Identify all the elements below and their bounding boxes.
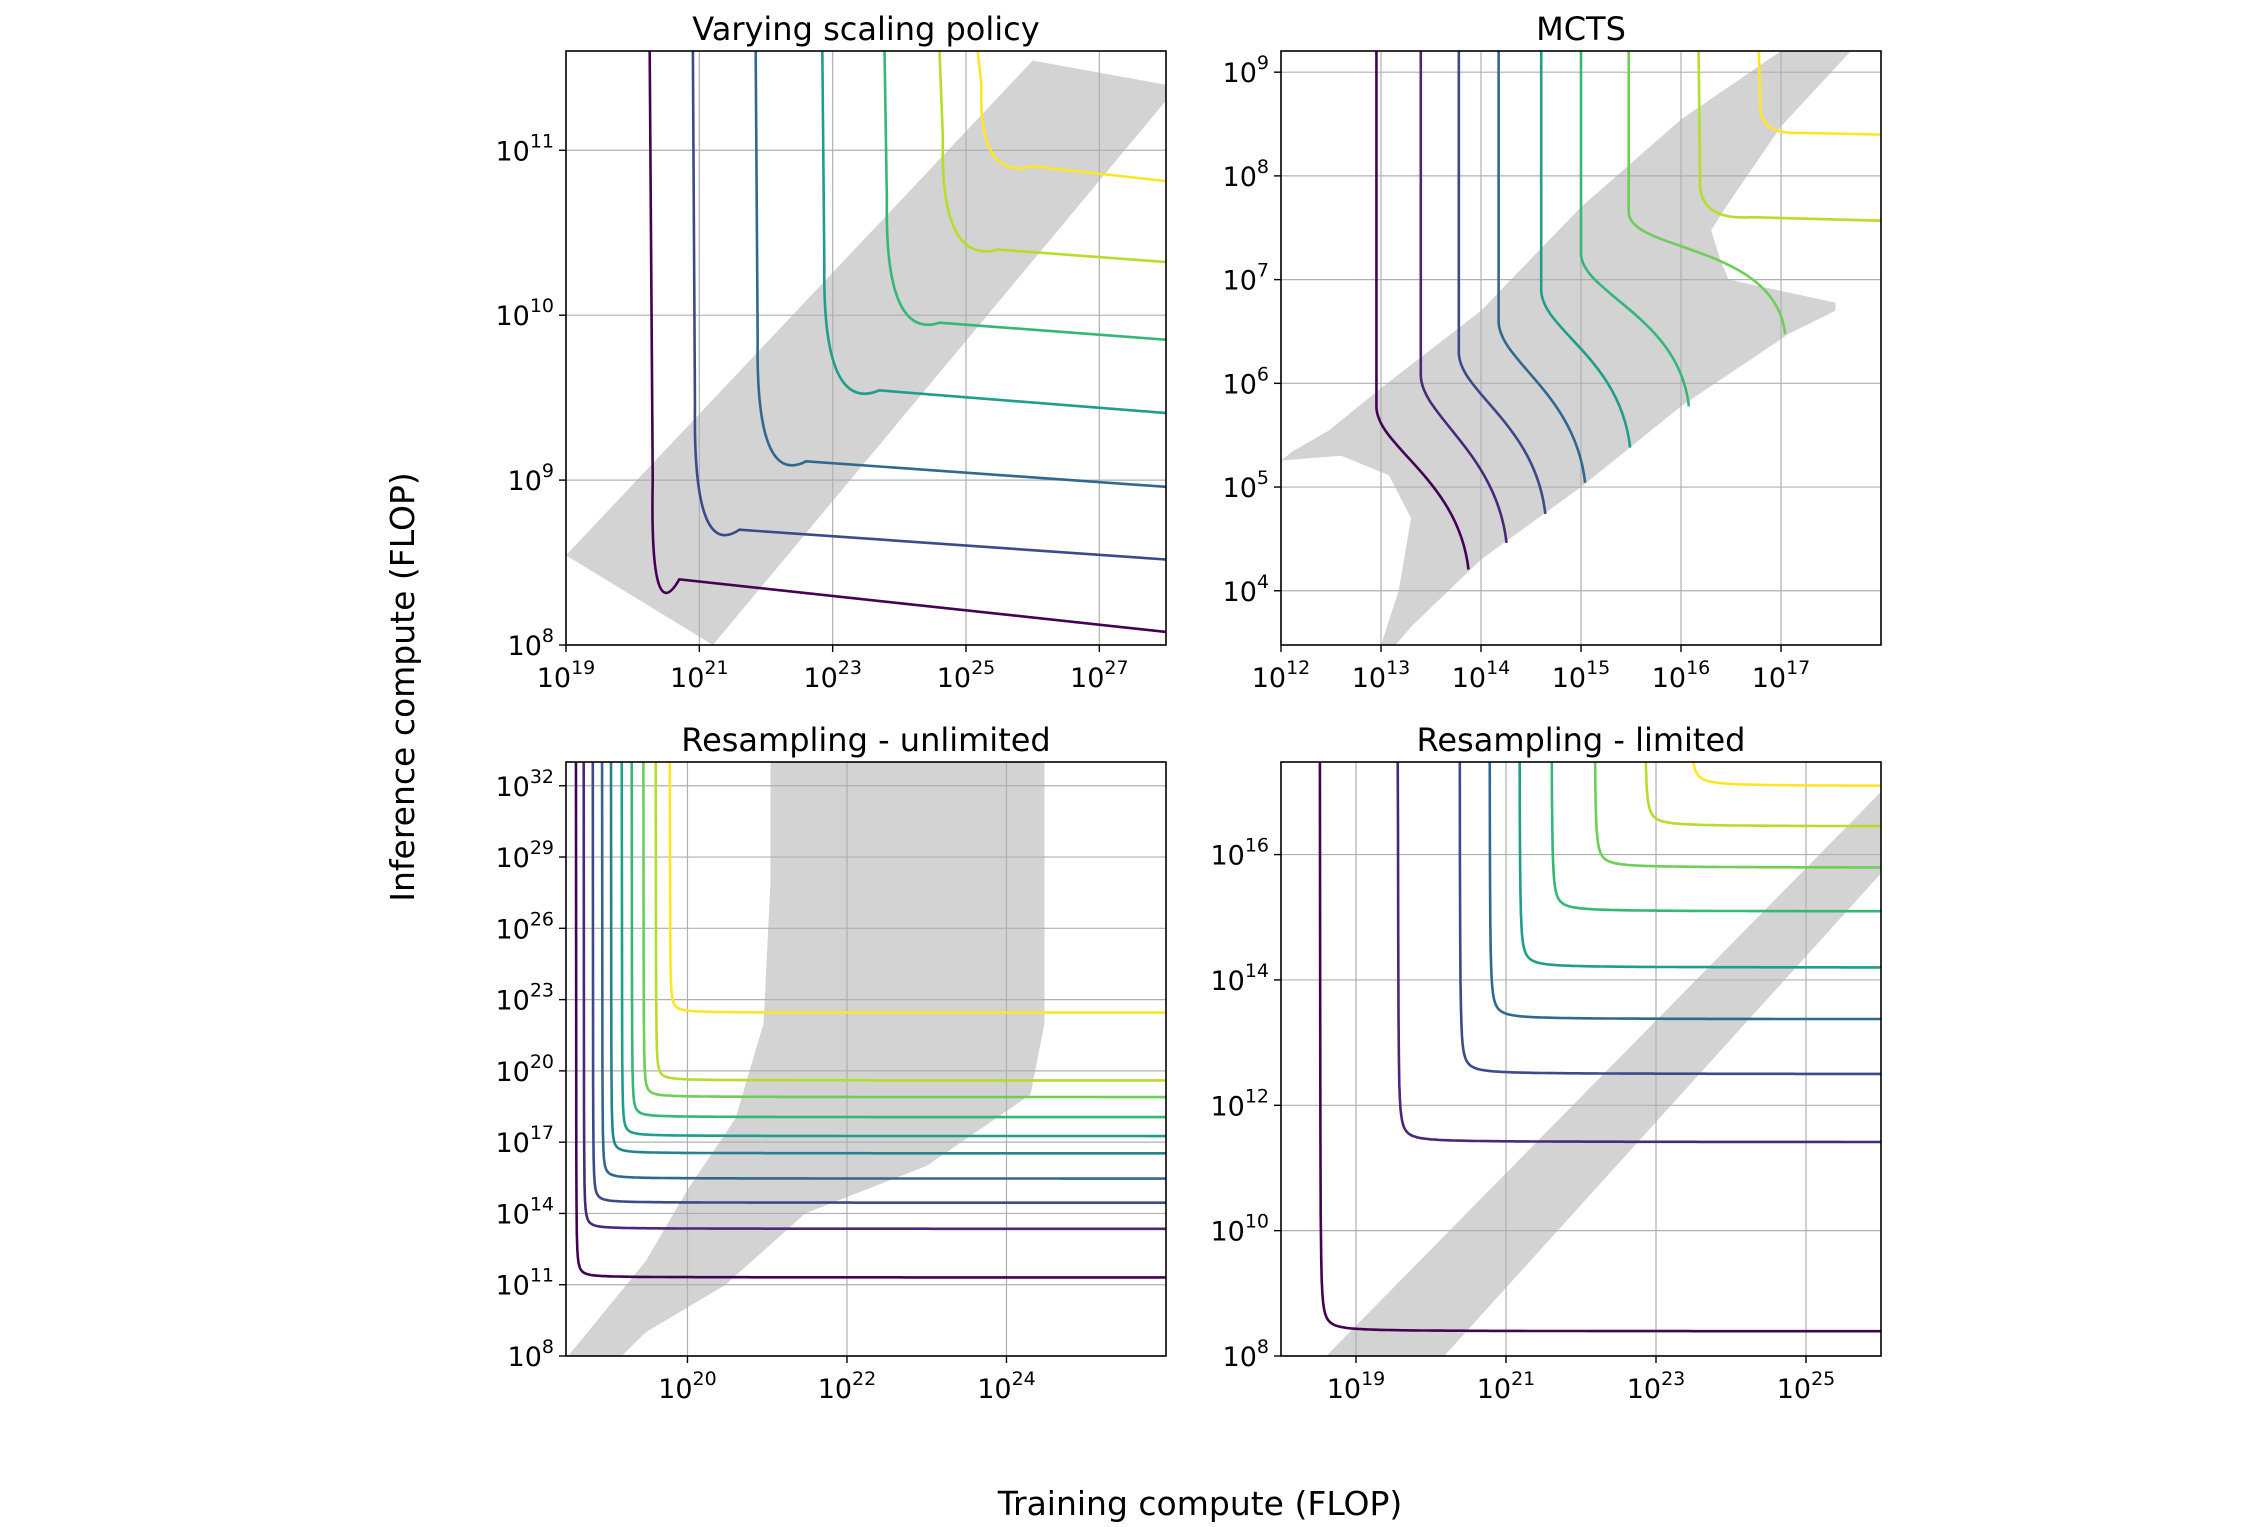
x-tick-label: 1017	[1752, 657, 1811, 694]
contour-line-7	[630, 762, 1166, 1119]
contour-line-8	[1697, 51, 1881, 222]
x-tick-label: 1022	[818, 1368, 877, 1405]
x-tick-label: 1021	[670, 657, 729, 694]
panel-resampling-limited: Resampling - limited 1019 1021 1023 1025 108…	[1210, 721, 1882, 1405]
contour-line-5	[883, 51, 1166, 342]
contour-line-3	[754, 51, 1166, 489]
x-tick-label: 1024	[977, 1368, 1036, 1405]
x-tick-label: 1019	[537, 657, 596, 694]
y-tick-label: 1014	[1210, 960, 1269, 997]
contour-line-2	[1419, 51, 1508, 543]
x-tick-label: 1025	[937, 657, 996, 694]
contour-line-1	[1375, 51, 1470, 570]
contour-line-3	[1457, 51, 1547, 515]
x-tick-label: 1014	[1452, 657, 1511, 694]
contour-line-7	[1593, 762, 1881, 869]
contour-line-7	[976, 51, 1166, 183]
plot-area	[1281, 51, 1881, 645]
x-tick-label: 1013	[1352, 657, 1411, 694]
panel-title: Resampling - unlimited	[681, 721, 1050, 759]
contour-line-5	[1518, 762, 1881, 969]
y-tick-label: 108	[1223, 1336, 1269, 1373]
y-tick-label: 1032	[495, 766, 554, 803]
panel-title: Resampling - limited	[1417, 721, 1746, 759]
axes-frame	[565, 50, 1167, 646]
panel-resampling-unlimited: Resampling - unlimited 1020 1022 1024 108 10…	[495, 721, 1167, 1405]
y-tick-label: 1023	[495, 980, 554, 1017]
contour-line-7	[1627, 51, 1787, 334]
panel-varying-scaling-policy: Varying scaling policy 1019 1021 1023 1025 1…	[495, 10, 1167, 694]
y-tick-label: 108	[508, 1336, 554, 1373]
y-tick-label: 1014	[495, 1193, 554, 1230]
contour-line-1	[574, 762, 1166, 1279]
x-tick-label: 1020	[658, 1368, 717, 1405]
contour-line-8	[642, 762, 1166, 1099]
y-tick-label: 104	[1223, 571, 1269, 608]
contour-line-4	[821, 51, 1166, 415]
y-tick-label: 1011	[495, 1265, 554, 1302]
optimal-region-band	[1281, 51, 1851, 645]
axes-frame	[565, 761, 1167, 1357]
contour-line-1	[648, 51, 1166, 634]
x-tick-label: 1012	[1252, 657, 1311, 694]
x-tick-label: 1025	[1777, 1368, 1836, 1405]
x-tick-label: 1027	[1070, 657, 1129, 694]
contour-line-10	[668, 762, 1166, 1014]
y-tick-label: 1020	[495, 1051, 554, 1088]
panel-mcts: MCTS 1012 1013 1014 1015 1016 1017 104 105 106 10…	[1223, 10, 1882, 694]
x-tick-label: 1016	[1652, 657, 1711, 694]
x-tick-label: 1019	[1327, 1368, 1386, 1405]
contour-line-2	[582, 762, 1166, 1231]
y-tick-label: 1029	[495, 837, 554, 874]
x-tick-label: 1015	[1552, 657, 1611, 694]
contour-line-2	[691, 51, 1166, 561]
y-tick-label: 106	[1223, 363, 1269, 400]
plot-area	[566, 762, 1166, 1356]
x-tick-label: 1021	[1477, 1368, 1536, 1405]
plot-area	[566, 51, 1166, 645]
y-tick-label: 1010	[1210, 1211, 1269, 1248]
contour-line-9	[654, 762, 1166, 1082]
contour-line-4	[1488, 762, 1881, 1021]
y-tick-label: 1016	[1210, 835, 1269, 872]
x-tick-label: 1023	[1627, 1368, 1686, 1405]
x-tick-label: 1023	[803, 657, 862, 694]
contour-line-8	[1644, 762, 1881, 828]
contour-line-9	[1757, 51, 1881, 136]
contour-line-4	[1497, 51, 1587, 483]
x-axis-label: Training compute (FLOP)	[997, 1484, 1403, 1523]
y-tick-label: 105	[1223, 467, 1269, 504]
panel-title: Varying scaling policy	[692, 10, 1039, 48]
contour-line-6	[1579, 51, 1691, 407]
contour-line-6	[938, 51, 1166, 264]
plot-area	[1281, 762, 1881, 1356]
y-tick-label: 109	[1223, 52, 1269, 89]
contour-line-1	[1318, 762, 1881, 1333]
y-tick-label: 1017	[495, 1122, 554, 1159]
contour-line-6	[1550, 762, 1881, 913]
contour-line-5	[609, 762, 1166, 1155]
y-axis-label: Inference compute (FLOP)	[383, 472, 422, 901]
contour-line-9	[1689, 762, 1881, 787]
contour-line-3	[1458, 762, 1881, 1076]
y-tick-label: 1010	[495, 295, 554, 332]
optimal-region-band	[568, 762, 1045, 1356]
y-tick-label: 1012	[1210, 1085, 1269, 1122]
y-tick-label: 107	[1223, 260, 1269, 297]
optimal-region-band	[1326, 791, 1881, 1356]
contour-line-5	[1539, 51, 1632, 448]
axes-frame	[1280, 761, 1882, 1357]
panel-title: MCTS	[1536, 10, 1626, 48]
contour-line-3	[591, 762, 1166, 1204]
y-tick-label: 1011	[495, 130, 554, 167]
y-tick-label: 108	[1223, 156, 1269, 193]
contour-line-2	[1396, 762, 1881, 1144]
optimal-region-band	[566, 60, 1166, 645]
contour-line-6	[620, 762, 1166, 1138]
y-tick-label: 1026	[495, 908, 554, 945]
y-tick-label: 108	[508, 625, 554, 662]
y-tick-label: 109	[508, 460, 554, 497]
contour-line-4	[600, 762, 1166, 1180]
